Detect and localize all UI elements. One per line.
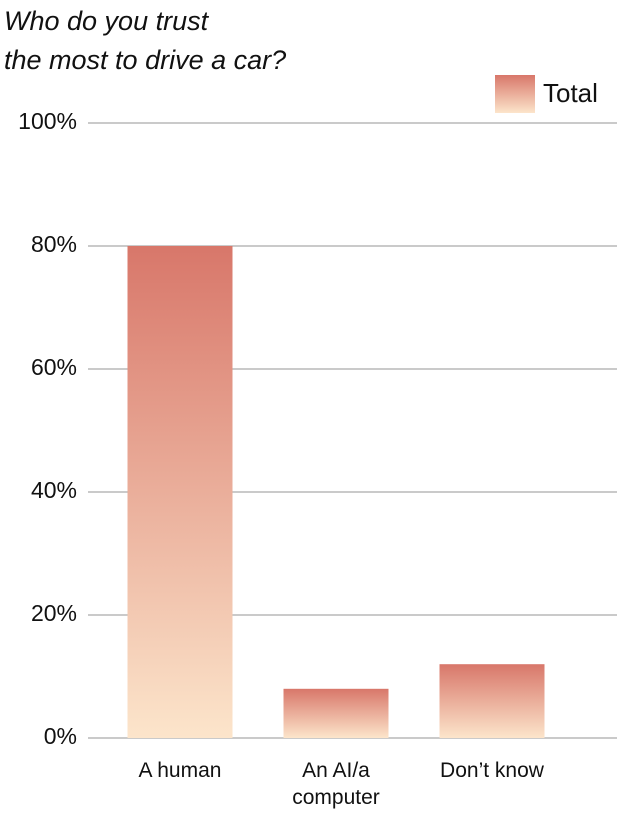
legend-label: Total (543, 78, 598, 108)
x-tick-label: A human (138, 759, 222, 782)
x-tick-label: Don’t know (440, 759, 544, 782)
y-tick-label: 20% (31, 600, 77, 626)
y-tick-label: 60% (31, 354, 77, 380)
chart-title: Who do you trust the most to drive a car… (4, 6, 287, 75)
bar (439, 664, 545, 738)
y-tick-label: 100% (18, 108, 77, 134)
y-tick-label: 0% (44, 723, 77, 749)
bar (127, 246, 233, 738)
x-tick-label: An AI/a computer (292, 759, 380, 809)
bar (283, 688, 389, 738)
y-tick-label: 80% (31, 231, 77, 257)
legend-swatch (495, 75, 535, 113)
y-tick-label: 40% (31, 477, 77, 503)
